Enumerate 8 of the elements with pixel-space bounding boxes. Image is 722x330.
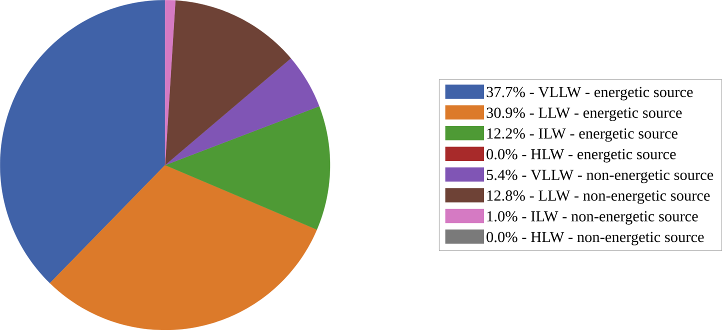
legend-label: 30.9% - LLW - energetic source [486, 108, 682, 121]
legend-label: 12.2% - ILW - energetic source [487, 128, 678, 142]
legend-label: 37.7% - VLLW - energetic source [486, 86, 693, 100]
legend-label: 0.0% - HLW - energetic source [486, 148, 676, 162]
legend-label: 1.0% - ILW - non-energetic source [487, 211, 698, 225]
legend-label: 12.8% - LLW - non-energetic source [487, 190, 710, 204]
legend-label: 0.0% - HLW - non-energetic source [486, 232, 704, 246]
legend-label: 5.4% - VLLW - non-energetic source [486, 170, 714, 184]
